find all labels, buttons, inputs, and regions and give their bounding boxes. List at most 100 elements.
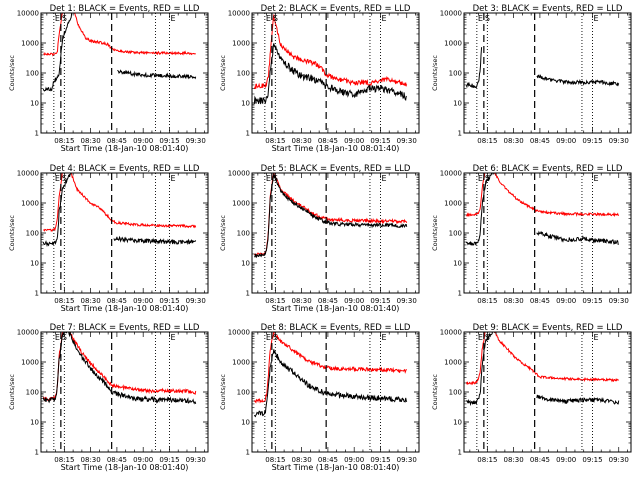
y-tick-label: 1 [458,449,462,457]
y-axis-label: Counts/sec [431,215,439,251]
x-tick-label: 09:30 [186,297,206,305]
y-axis-label: Counts/sec [431,374,439,410]
x-tick-label: 08:15 [54,137,74,145]
y-tick-label: 10 [453,100,462,108]
x-tick-label: 09:15 [159,297,179,305]
x-tick-label: 08:15 [265,456,285,464]
y-tick-label: 10000 [17,329,39,337]
marker-label: E [381,333,386,342]
y-tick-label: 100 [449,389,462,397]
x-tick-label: 09:00 [133,137,153,145]
y-tick-label: 1000 [21,359,39,367]
y-tick-label: 10000 [440,329,462,337]
x-tick-label: 08:30 [292,137,312,145]
series-line-2 [42,173,197,248]
x-tick-label: 09:00 [344,297,364,305]
x-tick-label: 08:15 [54,297,74,305]
x-tick-label: 08:15 [477,456,497,464]
plot-frame [251,172,420,294]
y-tick-label: 1 [246,449,250,457]
x-tick-label: 08:15 [477,297,497,305]
chart-title: Det 3: BLACK = Events, RED = LLD [473,4,623,14]
y-tick-label: 10000 [228,170,250,178]
marker-label: E [55,333,60,342]
y-tick-label: 10 [453,419,462,427]
marker-label: E [593,333,598,342]
x-tick-label: 08:30 [81,297,101,305]
marker-label: S [62,174,67,183]
chart-title: Det 9: BLACK = Events, RED = LLD [473,323,623,333]
x-tick-label: 08:45 [530,137,550,145]
y-tick-label: 1 [246,290,250,298]
y-axis-label: Counts/sec [8,55,16,91]
y-tick-label: 100 [237,389,250,397]
marker-label: E [170,174,175,183]
series-line-2 [42,13,197,92]
y-tick-label: 1 [35,449,39,457]
chart-title: Det 7: BLACK = Events, RED = LLD [50,323,200,333]
plot-frame [40,172,209,294]
x-tick-label: 09:15 [582,456,602,464]
y-tick-label: 100 [237,70,250,78]
x-tick-label: 08:45 [107,137,127,145]
x-axis-label: Start Time (18-Jan-10 08:01:40) [61,144,189,153]
y-tick-label: 100 [26,230,39,238]
x-tick-label: 09:00 [556,137,576,145]
y-tick-label: 10 [241,260,250,268]
x-tick-label: 09:15 [159,456,179,464]
x-tick-label: 09:30 [397,456,417,464]
plot-frame [463,331,632,453]
chart-title: Det 5: BLACK = Events, RED = LLD [261,164,411,174]
x-tick-label: 08:45 [107,297,127,305]
x-tick-label: 09:30 [186,137,206,145]
marker-label: E [266,174,271,183]
x-tick-label: 08:30 [81,456,101,464]
x-tick-label: 09:15 [370,456,390,464]
x-tick-label: 08:45 [318,137,338,145]
y-tick-label: 100 [237,230,250,238]
series-line-1 [253,14,408,90]
x-tick-label: 08:45 [530,297,550,305]
x-tick-label: 08:15 [54,456,74,464]
x-tick-label: 09:00 [133,456,153,464]
marker-label: E [478,14,483,23]
chart-title: Det 6: BLACK = Events, RED = LLD [473,164,623,174]
marker-label: S [273,333,278,342]
x-tick-label: 09:15 [159,137,179,145]
marker-label: S [273,14,278,23]
y-tick-label: 100 [26,70,39,78]
x-axis-label: Start Time (18-Jan-10 08:01:40) [61,304,189,313]
plot-frame [463,12,632,134]
x-tick-label: 09:30 [609,456,629,464]
y-axis-label: Counts/sec [219,55,227,91]
series-line-1 [253,332,407,404]
y-axis-label: Counts/sec [8,215,16,251]
marker-label: S [62,333,67,342]
chart-title: Det 8: BLACK = Events, RED = LLD [261,323,411,333]
x-tick-label: 09:15 [370,137,390,145]
marker-label: S [485,333,490,342]
x-tick-label: 08:30 [504,297,524,305]
y-tick-label: 1000 [232,200,250,208]
y-tick-label: 100 [449,70,462,78]
x-tick-label: 09:00 [344,456,364,464]
marker-label: E [170,333,175,342]
x-tick-label: 09:30 [186,456,206,464]
plot-frame [463,172,632,294]
chart-title: Det 2: BLACK = Events, RED = LLD [261,4,411,14]
y-tick-label: 1000 [444,200,462,208]
series-line-2 [465,332,620,407]
marker-label: E [593,14,598,23]
x-tick-label: 08:45 [530,456,550,464]
marker-label: E [381,14,386,23]
y-tick-label: 10 [30,100,39,108]
x-tick-label: 08:30 [292,456,312,464]
x-tick-label: 09:00 [556,297,576,305]
x-tick-label: 09:30 [609,137,629,145]
marker-label: S [273,174,278,183]
